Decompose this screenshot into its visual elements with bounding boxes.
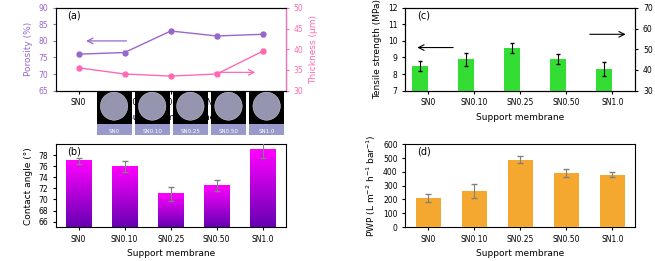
Bar <box>458 59 474 206</box>
X-axis label: Support membrane: Support membrane <box>476 113 565 122</box>
Bar <box>249 124 284 135</box>
Text: (b): (b) <box>67 147 81 157</box>
Text: SN1.0: SN1.0 <box>259 129 275 134</box>
Bar <box>567 130 582 153</box>
X-axis label: Support membrane: Support membrane <box>476 249 565 258</box>
Bar <box>550 59 567 206</box>
Bar <box>428 134 445 153</box>
Bar <box>412 66 428 206</box>
Text: SN0.10: SN0.10 <box>142 129 162 134</box>
Text: SN0: SN0 <box>109 129 120 134</box>
Y-axis label: Thickness (μm): Thickness (μm) <box>309 15 318 84</box>
Ellipse shape <box>253 92 280 120</box>
Text: (c): (c) <box>417 10 430 20</box>
Bar <box>596 69 612 206</box>
Bar <box>211 92 246 135</box>
Ellipse shape <box>177 92 204 120</box>
Bar <box>135 92 170 135</box>
X-axis label: Support membrane: Support membrane <box>126 249 215 258</box>
Y-axis label: PWP (L m$^{-2}$ h$^{-1}$ bar$^{-1}$): PWP (L m$^{-2}$ h$^{-1}$ bar$^{-1}$) <box>364 134 377 237</box>
Ellipse shape <box>215 92 242 120</box>
Text: (a): (a) <box>67 10 81 20</box>
Bar <box>508 159 533 227</box>
Bar <box>612 132 628 153</box>
X-axis label: Support membrane: Support membrane <box>126 113 215 122</box>
Bar <box>96 92 132 135</box>
Bar <box>600 175 625 227</box>
Ellipse shape <box>138 92 166 120</box>
Bar <box>211 124 246 135</box>
Bar <box>173 124 208 135</box>
Bar <box>553 173 579 227</box>
Bar <box>249 92 284 135</box>
Text: (d): (d) <box>417 147 430 157</box>
Y-axis label: Porosity (%): Porosity (%) <box>24 22 33 76</box>
Y-axis label: Contact angle (°): Contact angle (°) <box>24 147 33 224</box>
Bar <box>416 198 441 227</box>
Y-axis label: Tensile strength (MPa): Tensile strength (MPa) <box>373 0 383 99</box>
Bar <box>173 92 208 135</box>
Bar <box>135 124 170 135</box>
Bar <box>96 124 132 135</box>
Bar <box>462 191 487 227</box>
Bar <box>520 130 536 153</box>
Text: SN0.25: SN0.25 <box>180 129 200 134</box>
Text: SN0.50: SN0.50 <box>219 129 238 134</box>
Bar <box>504 48 520 206</box>
Ellipse shape <box>100 92 128 120</box>
Bar <box>474 132 491 153</box>
